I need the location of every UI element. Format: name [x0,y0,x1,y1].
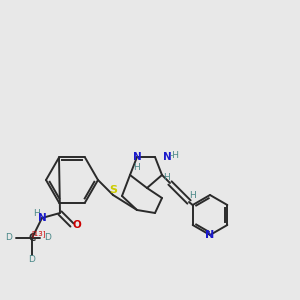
Text: H: H [190,191,196,200]
Text: N: N [206,230,214,240]
Text: D: D [5,233,12,242]
Text: O: O [73,220,81,230]
Text: N: N [133,152,141,162]
Text: D: D [28,256,35,265]
Text: H: H [33,208,39,217]
Text: N: N [38,213,46,223]
Text: [13]: [13] [32,231,46,237]
Text: H: H [134,164,140,172]
Text: S: S [109,185,117,195]
Text: C: C [28,233,36,243]
Text: -H: -H [170,152,180,160]
Text: H: H [163,172,170,182]
Text: D: D [44,233,51,242]
Text: N: N [163,152,172,162]
